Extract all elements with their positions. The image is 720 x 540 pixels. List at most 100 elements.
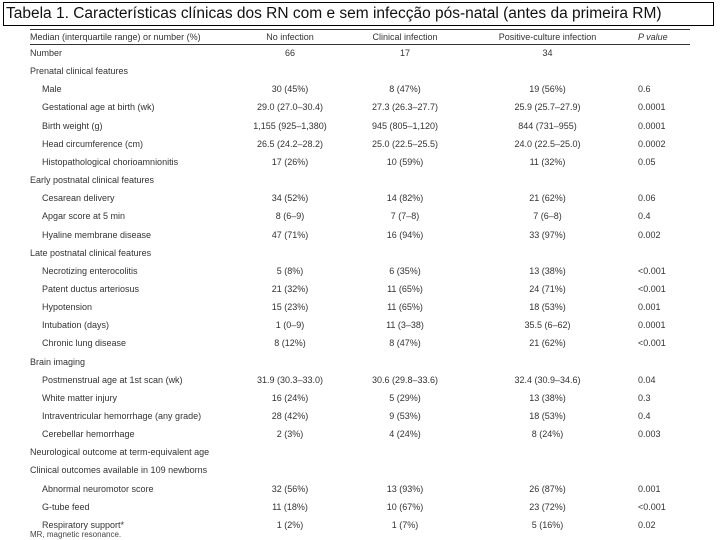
no-infection-value: 26.5 (24.2–28.2) [256, 138, 324, 149]
row-label: Apgar score at 5 min [42, 211, 126, 222]
no-infection-value: 29.0 (27.0–30.4) [256, 102, 324, 113]
header-no-infection: No infection [266, 32, 314, 42]
clinical-infection-value: 5 (29%) [389, 392, 421, 403]
table-row: White matter injury 16 (24%) 5 (29%) 13 (38… [30, 389, 690, 407]
table-section-row: Clinical outcomes available in 109 newbo… [30, 461, 690, 479]
no-infection-value: 47 (71%) [271, 229, 309, 240]
positive-culture-value: 7 (6–8) [533, 211, 562, 222]
clinical-infection-value: 6 (35%) [389, 265, 421, 276]
no-infection-value: 8 (6–9) [275, 211, 305, 222]
positive-culture-value: 18 (53%) [529, 302, 566, 313]
clinical-infection-value: 10 (67%) [386, 501, 424, 512]
p-value: 0.003 [638, 429, 661, 440]
positive-culture-value: 18 (53%) [529, 411, 566, 421]
row-label: Cesarean delivery [42, 193, 115, 204]
clinical-infection-value: 17 [399, 48, 410, 58]
table-row: Hypotension 15 (23%) 11 (65%) 18 (53%) 0.001 [30, 298, 690, 316]
table-section-row: Early postnatal clinical features [30, 171, 690, 189]
p-value: 0.6 [638, 84, 651, 95]
positive-culture-value: 23 (72%) [529, 501, 566, 512]
row-label: G-tube feed [42, 501, 90, 512]
table-section-row: Brain imaging [30, 353, 690, 371]
positive-culture-value: 844 (731–955) [518, 120, 577, 131]
positive-culture-value: 32.4 (30.9–34.6) [514, 374, 581, 385]
table-row: Postmenstrual age at 1st scan (wk) 31.9 (… [30, 371, 690, 389]
p-value: 0.002 [638, 229, 661, 240]
no-infection-value: 15 (23%) [271, 302, 309, 313]
no-infection-value: 28 (42%) [271, 411, 309, 421]
table-row: Intubation (days) 1 (0–9) 11 (3–38) 35.5 (6… [30, 316, 690, 334]
no-infection-value: 11 (18%) [272, 501, 308, 512]
no-infection-value: 17 (26%) [271, 156, 309, 167]
clinical-infection-value: 9 (53%) [389, 411, 421, 421]
p-value: 0.0002 [638, 138, 666, 149]
table-row: Patent ductus arteriosus 21 (32%) 11 (65%)… [30, 280, 690, 298]
row-label: Birth weight (g) [42, 120, 103, 131]
table-footnote: MR, magnetic resonance. [30, 530, 122, 539]
table-header-rule [30, 44, 690, 45]
p-value: 0.001 [638, 302, 661, 313]
table-row: Cerebellar hemorrhage 2 (3%) 4 (24%) 8 (24%… [30, 425, 690, 443]
p-value: <0.001 [638, 338, 666, 349]
table-section-row: Number 66 17 34 [30, 44, 690, 62]
row-label: Cerebellar hemorrhage [42, 429, 135, 440]
row-label: Number [30, 48, 63, 58]
clinical-infection-value: 11 (3–38) [386, 320, 424, 331]
table-section-row: Neurological outcome at term-equivalent … [30, 443, 690, 461]
row-label: Intraventricular hemorrhage (any grade) [42, 411, 202, 421]
table-row: Cesarean delivery 34 (52%) 14 (82%) 21 (62%… [30, 189, 690, 207]
positive-culture-value: 35.5 (6–62) [524, 320, 571, 331]
clinical-infection-value: 11 (65%) [387, 283, 423, 294]
row-label: Clinical outcomes available in 109 newbo… [30, 465, 208, 476]
row-label: Hypotension [42, 302, 93, 313]
p-value: 0.0001 [638, 320, 666, 331]
no-infection-value: 32 (56%) [271, 483, 309, 494]
positive-culture-value: 19 (56%) [529, 84, 566, 95]
row-label: Male [42, 84, 62, 95]
clinical-infection-value: 27.3 (26.3–27.7) [371, 102, 439, 113]
row-label: Patent ductus arteriosus [42, 283, 140, 294]
header-clinical-infection: Clinical infection [372, 32, 438, 42]
row-label: Respiratory support* [42, 519, 125, 530]
clinical-infection-value: 4 (24%) [389, 429, 421, 440]
table-row: Respiratory support* 1 (2%) 1 (7%) 5 (16%) 0… [30, 516, 690, 534]
p-value: 0.05 [638, 156, 656, 167]
clinical-infection-value: 11 (65%) [387, 302, 423, 313]
row-label: White matter injury [42, 392, 118, 403]
no-infection-value: 16 (24%) [271, 392, 309, 403]
header-label: Median (interquartile range) or number (… [30, 32, 201, 42]
no-infection-value: 34 (52%) [271, 193, 309, 204]
clinical-infection-value: 945 (805–1,120) [371, 120, 439, 131]
table-row: Histopathological chorioamnionitis 17 (26… [30, 153, 690, 171]
table-top-rule [30, 29, 690, 30]
row-label: Necrotizing enterocolitis [42, 265, 138, 276]
p-value: 0.0001 [638, 120, 666, 131]
clinical-infection-value: 30.6 (29.8–33.6) [371, 374, 439, 385]
p-value: 0.02 [638, 519, 656, 530]
row-label: Abnormal neuromotor score [42, 483, 154, 494]
table-row: Abnormal neuromotor score 32 (56%) 13 (93%… [30, 480, 690, 498]
p-value: <0.001 [638, 283, 666, 294]
positive-culture-value: 21 (62%) [529, 338, 566, 349]
clinical-infection-value: 8 (47%) [389, 338, 421, 349]
row-label: Histopathological chorioamnionitis [42, 156, 179, 167]
clinical-infection-value: 25.0 (22.5–25.5) [371, 138, 439, 149]
p-value: 0.04 [638, 374, 656, 385]
positive-culture-value: 13 (38%) [529, 265, 566, 276]
row-label: Early postnatal clinical features [30, 175, 155, 186]
p-value: <0.001 [638, 265, 666, 276]
positive-culture-value: 8 (24%) [531, 429, 564, 440]
slide-title: Tabela 1. Características clínicas dos R… [3, 2, 714, 26]
table-row: Birth weight (g) 1,155 (925–1,380) 945 (80… [30, 117, 690, 135]
positive-culture-value: 26 (87%) [529, 483, 566, 494]
p-value: 0.001 [638, 483, 661, 494]
p-value: 0.4 [638, 211, 651, 222]
row-label: Intubation (days) [42, 320, 110, 331]
p-value: 0.3 [638, 392, 651, 403]
no-infection-value: 1 (2%) [276, 519, 304, 530]
table-row: Gestational age at birth (wk) 29.0 (27.0–… [30, 98, 690, 116]
positive-culture-value: 25.9 (25.7–27.9) [514, 102, 581, 113]
row-label: Head circumference (cm) [42, 138, 144, 149]
row-label: Gestational age at birth (wk) [42, 102, 155, 113]
no-infection-value: 8 (12%) [274, 338, 306, 349]
